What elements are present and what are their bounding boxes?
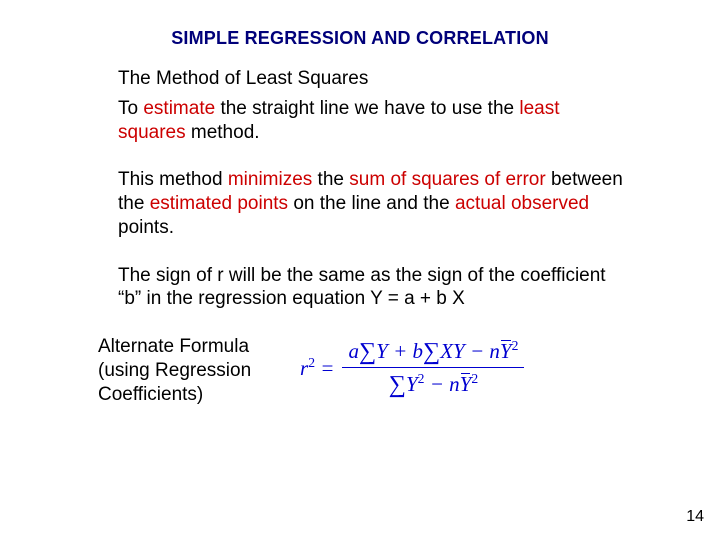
text: the <box>312 169 349 190</box>
paragraph-estimate: To estimate the straight line we have to… <box>118 97 630 145</box>
exp-2: 2 <box>471 371 478 386</box>
coef-b: b <box>413 339 424 363</box>
equals: = <box>315 356 334 380</box>
sumXY: XY <box>440 339 465 363</box>
r-base: r <box>300 356 308 380</box>
emphasis-minimizes: minimizes <box>228 169 312 190</box>
n: n <box>449 372 460 396</box>
formula-lhs: r2 = <box>300 355 334 381</box>
text: method. <box>186 122 260 143</box>
coef-a: a <box>348 339 359 363</box>
y-bar: Y <box>500 339 512 364</box>
ybar-letter: Y <box>460 372 472 396</box>
r-exponent: 2 <box>308 355 315 370</box>
emphasis-estimate: estimate <box>143 98 215 119</box>
paragraph-sign-of-r: The sign of r will be the same as the si… <box>118 264 630 312</box>
sigma-icon: ∑ <box>359 338 376 365</box>
alternate-formula-label: Alternate Formula (using Regression Coef… <box>98 335 288 406</box>
body-content: The Method of Least Squares To estimate … <box>118 67 630 311</box>
text: the straight line we have to use the <box>215 98 519 119</box>
text: points. <box>118 217 174 238</box>
emphasis-sum-squares: sum of squares of error <box>349 169 545 190</box>
plus: + <box>388 339 413 363</box>
formula-r-squared: r2 = a∑Y + b∑XY − nY2 ∑Y2 − nY2 <box>300 335 524 400</box>
emphasis-estimated-points: estimated points <box>150 193 288 214</box>
alternate-formula-row: Alternate Formula (using Regression Coef… <box>98 335 720 406</box>
paragraph-minimizes: This method minimizes the sum of squares… <box>118 168 630 239</box>
minus: − <box>465 339 490 363</box>
sigma-icon: ∑ <box>389 371 406 398</box>
emphasis-actual-observed: actual observed <box>455 193 589 214</box>
sigma-icon: ∑ <box>423 338 440 365</box>
ybar-letter: Y <box>500 339 512 363</box>
exp-2: 2 <box>512 338 519 353</box>
sumY: Y <box>376 339 388 363</box>
section-heading: The Method of Least Squares <box>118 67 630 91</box>
formula-denominator: ∑Y2 − nY2 <box>383 368 484 400</box>
text: on the line and the <box>288 193 455 214</box>
slide-title: SIMPLE REGRESSION AND CORRELATION <box>0 0 720 49</box>
n: n <box>489 339 500 363</box>
y-bar: Y <box>460 372 472 397</box>
minus: − <box>424 372 449 396</box>
formula-numerator: a∑Y + b∑XY − nY2 <box>342 335 524 367</box>
page-number: 14 <box>686 508 704 526</box>
text: This method <box>118 169 228 190</box>
text: To <box>118 98 143 119</box>
formula-fraction: a∑Y + b∑XY − nY2 ∑Y2 − nY2 <box>342 335 524 400</box>
sumY2-base: Y <box>406 372 418 396</box>
